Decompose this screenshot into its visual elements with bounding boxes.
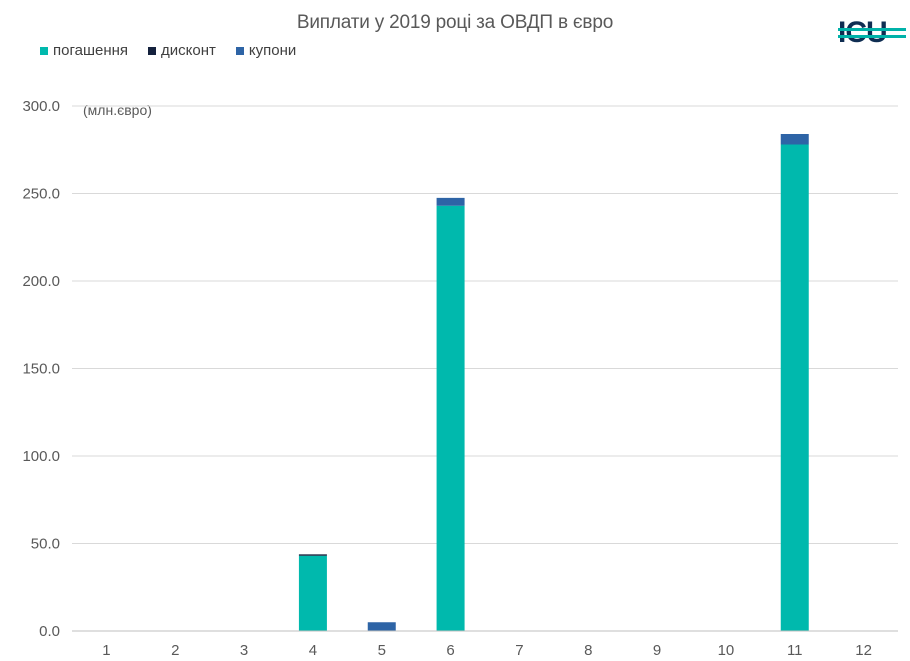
logo-stripe-top bbox=[838, 28, 906, 31]
bar-купони-5 bbox=[367, 622, 396, 631]
bar-погашення-6 bbox=[436, 205, 465, 631]
bar-дисконт-4 bbox=[298, 554, 327, 556]
legend-swatch-repayment bbox=[40, 46, 48, 55]
x-tick-label: 11 bbox=[787, 642, 803, 659]
legend-swatch-discount bbox=[148, 46, 157, 55]
x-tick-label: 8 bbox=[584, 642, 592, 659]
y-tick-label: 0.0 bbox=[39, 623, 60, 640]
legend-swatch-coupons bbox=[235, 46, 244, 55]
legend-label-coupons: купони bbox=[248, 42, 297, 59]
y-tick-label: 100.0 bbox=[22, 448, 60, 465]
y-tick-label: 200.0 bbox=[22, 273, 60, 290]
legend-item-discount: дисконт bbox=[148, 42, 216, 59]
logo-text: ICU bbox=[838, 16, 888, 49]
legend-item-coupons: купони bbox=[235, 42, 297, 59]
x-tick-label: 4 bbox=[309, 642, 317, 659]
chart-title: Виплати у 2019 році за ОВДП в євро bbox=[296, 12, 614, 33]
x-tick-label: 12 bbox=[855, 642, 872, 659]
x-tick-label: 6 bbox=[446, 642, 454, 659]
legend-label-discount: дисконт bbox=[161, 42, 216, 59]
legend-item-repayment: погашення bbox=[40, 42, 128, 59]
bar-погашення-11 bbox=[780, 144, 809, 631]
x-tick-label: 7 bbox=[515, 642, 523, 659]
x-tick-label: 3 bbox=[240, 642, 248, 659]
y-tick-label: 50.0 bbox=[31, 536, 60, 553]
bar-купони-6 bbox=[436, 197, 465, 206]
legend-label-repayment: погашення bbox=[53, 42, 129, 59]
x-tick-label: 5 bbox=[378, 642, 386, 659]
y-tick-label: 250.0 bbox=[22, 186, 60, 203]
y-tick-label: 300.0 bbox=[22, 98, 60, 115]
x-tick-label: 10 bbox=[718, 642, 735, 659]
logo-stripe-bottom bbox=[838, 35, 906, 38]
y-tick-label: 150.0 bbox=[22, 361, 60, 378]
x-tick-label: 2 bbox=[171, 642, 179, 659]
legend: погашення дисконт купони bbox=[40, 42, 296, 59]
bar-купони-11 bbox=[780, 134, 809, 145]
icu-logo: ICU bbox=[838, 16, 906, 50]
bar-погашення-4 bbox=[298, 555, 327, 631]
x-tick-label: 9 bbox=[653, 642, 661, 659]
x-tick-label: 1 bbox=[102, 642, 110, 659]
